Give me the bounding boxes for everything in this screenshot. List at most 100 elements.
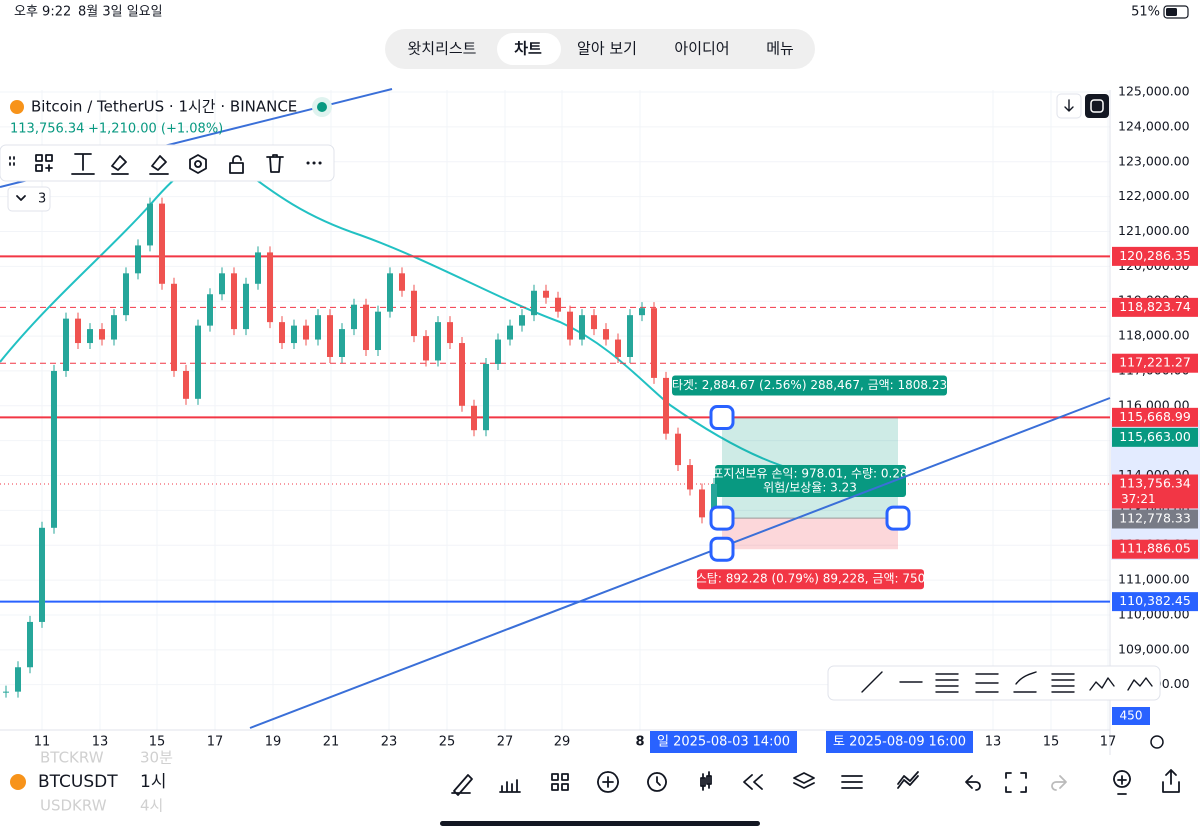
trend-line[interactable] — [249, 397, 1111, 729]
tab[interactable]: 아이디어 — [674, 40, 729, 58]
x-tick-label: 15 — [1043, 735, 1060, 750]
line-tools — [861, 671, 1153, 693]
price-tag-label: 120,286.35 — [1119, 248, 1191, 263]
candle — [291, 325, 297, 344]
axis-settings-icon[interactable] — [1150, 735, 1164, 749]
candle — [75, 318, 81, 344]
drag-handle[interactable] — [709, 536, 735, 562]
tab[interactable]: 왓치리스트 — [407, 40, 476, 58]
trend-line-tool[interactable] — [861, 671, 883, 693]
candle — [495, 339, 501, 364]
candle — [411, 290, 417, 337]
x-tick-label: 11 — [34, 735, 51, 750]
line-color-tool[interactable] — [149, 155, 169, 175]
candle — [231, 273, 237, 330]
alert-button[interactable] — [647, 772, 667, 792]
layout-button[interactable] — [551, 773, 569, 791]
tab[interactable]: 메뉴 — [766, 40, 794, 58]
draw-button[interactable] — [451, 774, 473, 796]
arrow-icon — [1064, 99, 1074, 112]
price-tag — [1112, 427, 1198, 447]
candle-type-button[interactable] — [700, 771, 712, 791]
candle — [519, 315, 525, 326]
y-tick-label: 109,000.00 — [1118, 641, 1190, 656]
indicator-count: 3 — [38, 192, 46, 207]
add-button[interactable] — [597, 771, 619, 793]
bottom-interval[interactable]: 1시 — [140, 772, 166, 792]
battery-icon — [1163, 5, 1189, 19]
pattern-tool[interactable] — [1089, 677, 1115, 691]
channel-tool[interactable] — [975, 673, 999, 693]
candle — [579, 315, 585, 340]
candle — [51, 370, 57, 528]
drag-handle[interactable] — [709, 405, 735, 431]
color-tool[interactable] — [111, 155, 129, 175]
tab[interactable]: 알아 보기 — [577, 40, 637, 58]
price-tag — [1112, 407, 1198, 427]
y-tick-label: 125,000.00 — [1118, 84, 1190, 99]
candle — [267, 252, 273, 323]
price-tag — [1112, 353, 1198, 373]
replay-button[interactable] — [743, 774, 763, 790]
x-tick-label: 29 — [554, 735, 571, 750]
settings-button[interactable] — [841, 775, 863, 789]
volume-tag — [1112, 707, 1150, 725]
candle — [447, 322, 453, 344]
tab[interactable]: 차트 — [514, 40, 542, 58]
candle — [627, 315, 633, 357]
status-date: 8월 3일 일요일 — [78, 5, 163, 20]
price-tag-label: 117,221.27 — [1119, 355, 1191, 370]
fullscreen-button[interactable] — [1085, 94, 1109, 118]
drag-handle[interactable] — [885, 505, 911, 531]
candle — [387, 273, 393, 312]
text-tool[interactable] — [71, 153, 95, 175]
x-tick-label: 23 — [381, 735, 398, 750]
candle — [27, 621, 33, 668]
undo-button[interactable] — [965, 775, 981, 791]
drag-handle[interactable] — [709, 505, 735, 531]
candle — [555, 297, 561, 312]
compare-button[interactable] — [897, 771, 919, 789]
y-tick-label: 111,000.00 — [1118, 572, 1190, 587]
abcd-tool[interactable] — [1127, 677, 1153, 691]
layers-button[interactable] — [793, 772, 815, 789]
bottom-symbol[interactable]: BTCUSDT — [38, 772, 118, 792]
candle — [339, 329, 345, 357]
candle — [135, 245, 141, 274]
indicator-toggle[interactable] — [7, 186, 51, 212]
regression-tool[interactable] — [1013, 671, 1037, 693]
settings-tool[interactable] — [189, 154, 207, 174]
template-tool[interactable] — [35, 154, 53, 172]
battery-level — [1166, 8, 1177, 16]
grip[interactable] — [9, 156, 15, 166]
candle — [615, 339, 621, 357]
pnl-label-bg — [715, 465, 906, 497]
parallel-tool[interactable] — [935, 673, 959, 693]
candle — [603, 329, 609, 340]
share-button[interactable] — [1162, 769, 1180, 793]
candle — [15, 667, 21, 692]
cursor-date: 일 2025-08-03 — [657, 735, 749, 750]
price-tag — [1112, 539, 1198, 559]
candle — [351, 304, 357, 330]
x-tick-label: 15 — [149, 735, 166, 750]
redo-button[interactable] — [1051, 775, 1067, 791]
cursor-date-tag — [826, 731, 973, 753]
lock-tool[interactable] — [229, 155, 244, 174]
status-time: 오후 9:22 — [14, 5, 71, 20]
price-tag — [1112, 509, 1198, 529]
candle — [651, 308, 657, 378]
candle — [471, 405, 477, 431]
fullscreen-icon — [1090, 99, 1104, 113]
price-tag — [1112, 474, 1198, 509]
y-tick-label: 121,000.00 — [1118, 223, 1190, 238]
ideas-button[interactable] — [1113, 770, 1131, 795]
delete-tool[interactable] — [266, 154, 284, 173]
fib-tool[interactable] — [1051, 673, 1075, 693]
price-tag — [1112, 592, 1198, 612]
indicators-button[interactable] — [499, 779, 521, 793]
candle — [711, 484, 717, 518]
candle — [435, 322, 441, 361]
candle — [303, 325, 309, 340]
fullscreen-button[interactable] — [1005, 772, 1027, 793]
